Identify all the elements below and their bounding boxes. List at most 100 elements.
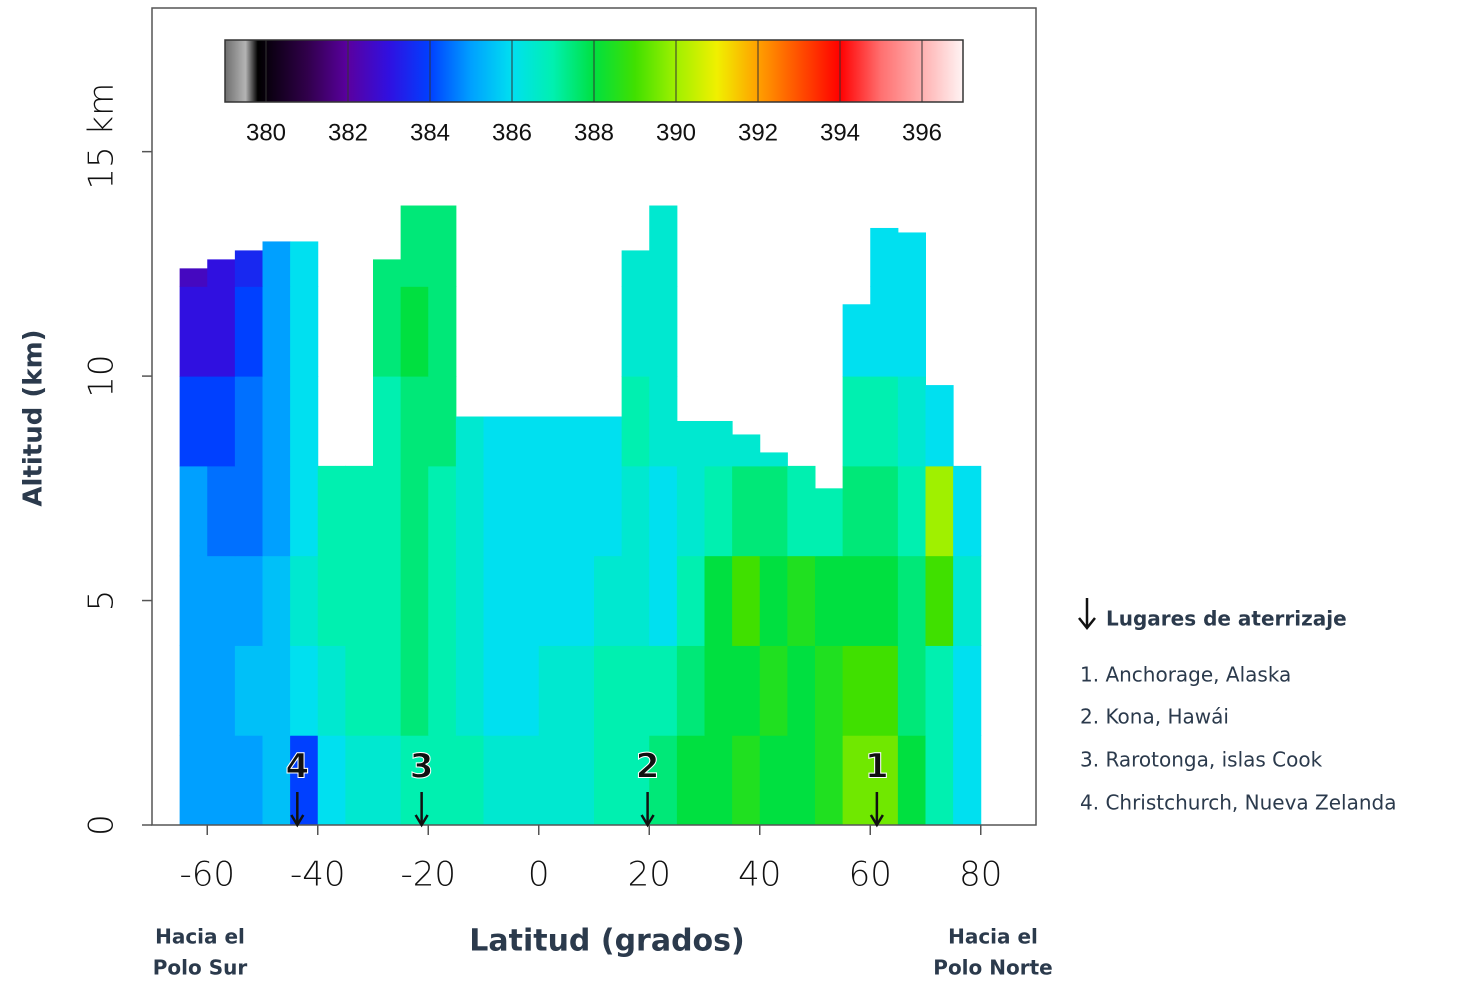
heat-cell — [207, 376, 235, 466]
heat-cell — [511, 645, 539, 735]
heat-cell — [318, 466, 346, 556]
heat-cell — [649, 466, 677, 556]
heat-cell — [290, 376, 318, 466]
heat-cell — [898, 735, 926, 825]
heat-cell — [180, 376, 208, 466]
heat-cell — [953, 735, 981, 825]
heat-cell — [705, 556, 733, 646]
heat-cell — [898, 466, 926, 556]
heat-cell — [290, 556, 318, 646]
heat-cell — [263, 556, 291, 646]
heat-cell — [180, 556, 208, 646]
y-tick-label: 15 km — [82, 83, 122, 190]
heat-cell — [207, 556, 235, 646]
heat-cell — [760, 645, 788, 735]
heat-cell — [318, 556, 346, 646]
heat-cell — [594, 556, 622, 646]
site-label: 1 — [865, 747, 889, 787]
heat-cell — [456, 735, 484, 825]
colorbar-tick-label: 380 — [246, 119, 286, 146]
heat-cell — [456, 466, 484, 556]
x-tick-label: 80 — [959, 855, 1002, 895]
heat-cell — [926, 735, 954, 825]
heat-cell — [484, 556, 512, 646]
heat-cell — [373, 645, 401, 735]
heat-cell — [318, 735, 346, 825]
heat-cell — [870, 286, 898, 376]
heat-cell — [456, 417, 484, 467]
heat-cell — [511, 417, 539, 467]
heat-cell — [345, 556, 373, 646]
heat-cell — [373, 556, 401, 646]
heat-cell — [622, 286, 650, 376]
heat-cell — [732, 645, 760, 735]
heat-cell — [815, 556, 843, 646]
heat-cell — [456, 645, 484, 735]
heat-cell — [760, 452, 788, 466]
heat-cell — [428, 376, 456, 466]
heat-cell — [898, 232, 926, 286]
colorbar-tick-label: 382 — [328, 119, 368, 146]
heat-cell — [401, 556, 429, 646]
heat-cell — [843, 466, 871, 556]
legend-item: 1. Anchorage, Alaska — [1080, 663, 1291, 687]
heat-cell — [318, 645, 346, 735]
heat-cell — [594, 735, 622, 825]
heat-cell — [870, 228, 898, 287]
x-tick-label: 20 — [628, 855, 671, 895]
x-axis-label: Latitud (grados) — [469, 924, 744, 959]
heat-cell — [760, 466, 788, 556]
heat-cell — [870, 556, 898, 646]
heat-cell — [898, 645, 926, 735]
heat-cell — [649, 376, 677, 466]
heat-cell — [732, 735, 760, 825]
heat-cell — [263, 466, 291, 556]
heat-cell — [401, 376, 429, 466]
heat-cell — [511, 466, 539, 556]
colorbar-tick-label: 384 — [410, 119, 450, 146]
heat-cell — [622, 466, 650, 556]
heat-cell — [511, 735, 539, 825]
colorbar-tick-label: 396 — [902, 119, 942, 146]
heat-cell — [926, 466, 954, 556]
colorbar-tick-label: 390 — [656, 119, 696, 146]
heat-cell — [290, 286, 318, 376]
heat-cell — [539, 645, 567, 735]
heat-cell — [926, 556, 954, 646]
heat-cell — [898, 556, 926, 646]
heat-cell — [953, 466, 981, 556]
heat-cell — [235, 556, 263, 646]
x-tick-label: -20 — [400, 855, 456, 895]
heatmap — [180, 206, 982, 826]
heat-cell — [207, 259, 235, 286]
heat-cell — [815, 645, 843, 735]
heat-cell — [870, 466, 898, 556]
legend-icon — [1079, 598, 1095, 628]
heat-cell — [290, 241, 318, 286]
heat-cell — [594, 417, 622, 467]
north-note: Polo Norte — [933, 956, 1052, 980]
heat-cell — [401, 286, 429, 376]
heat-cell — [787, 645, 815, 735]
heat-cell — [235, 735, 263, 825]
heat-cell — [484, 735, 512, 825]
heat-cell — [705, 421, 733, 466]
heat-cell — [677, 735, 705, 825]
heat-cell — [235, 286, 263, 376]
south-note: Hacia el — [155, 925, 245, 949]
heat-cell — [760, 735, 788, 825]
heat-cell — [566, 645, 594, 735]
heat-cell — [290, 466, 318, 556]
x-tick-label: 40 — [738, 855, 781, 895]
heat-cell — [953, 556, 981, 646]
heat-cell — [401, 466, 429, 556]
heat-cell — [787, 735, 815, 825]
x-tick-label: 60 — [849, 855, 892, 895]
heat-cell — [373, 376, 401, 466]
heat-cell — [787, 556, 815, 646]
x-tick-label: -40 — [290, 855, 346, 895]
heat-cell — [898, 376, 926, 466]
heat-cell — [484, 417, 512, 467]
heat-cell — [622, 250, 650, 286]
heat-cell — [180, 466, 208, 556]
